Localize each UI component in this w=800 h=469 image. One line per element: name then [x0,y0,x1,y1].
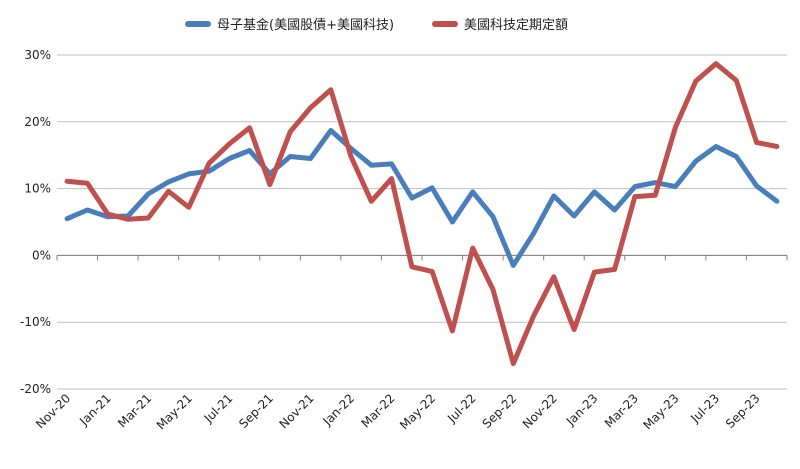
x-axis-tick-marks [56,255,788,261]
x-tick-label: Sep-23 [723,391,763,431]
x-tick-label: Jan-23 [563,391,601,429]
x-tick-label: Jul-23 [687,391,722,426]
legend-swatch-tech-dca [432,20,458,27]
x-tick-label: Mar-21 [115,391,154,430]
legend-item-fof: 母子基金(美國股債+美國科技) [185,14,394,33]
x-tick-label: Jan-21 [76,391,114,429]
gridlines [57,54,787,390]
series-lines [64,61,780,367]
x-tick-label: Jan-22 [320,391,358,429]
legend-item-tech-dca: 美國科技定期定額 [432,14,568,33]
series-line-2 [64,61,780,367]
x-tick-label: May-21 [154,391,195,432]
x-tick-label: Sep-22 [480,391,520,431]
x-tick-label: May-23 [640,391,681,432]
y-tick-label: 10% [24,182,51,196]
x-tick-label: May-22 [397,391,438,432]
y-tick-label: -20% [20,382,51,396]
x-tick-label: Nov-21 [276,391,316,431]
x-tick-label: Mar-22 [358,391,397,430]
x-tick-label: Jul-21 [201,391,236,426]
legend-swatch-fof [185,20,211,27]
x-tick-label: Mar-23 [602,391,641,430]
x-tick-label: Jul-22 [444,391,479,426]
y-axis-ticks: -20% -10% 0% 10% 20% 30% [20,48,51,396]
y-tick-label: -10% [20,315,51,329]
legend-label-fof: 母子基金(美國股債+美國科技) [217,18,395,33]
x-tick-label: Nov-22 [520,391,560,431]
y-tick-label: 30% [24,48,51,62]
x-axis-tick-labels: Nov-20 Jan-21 Mar-21 May-21 Jul-21 Sep-21 Nov-… [33,391,763,432]
legend-label-tech-dca: 美國科技定期定額 [464,18,569,33]
y-tick-label: 0% [32,248,51,262]
x-tick-label: Nov-20 [33,391,73,431]
x-tick-label: Sep-21 [236,391,276,431]
y-tick-label: 20% [24,115,51,129]
legend: 母子基金(美國股債+美國科技) 美國科技定期定額 [0,14,800,36]
